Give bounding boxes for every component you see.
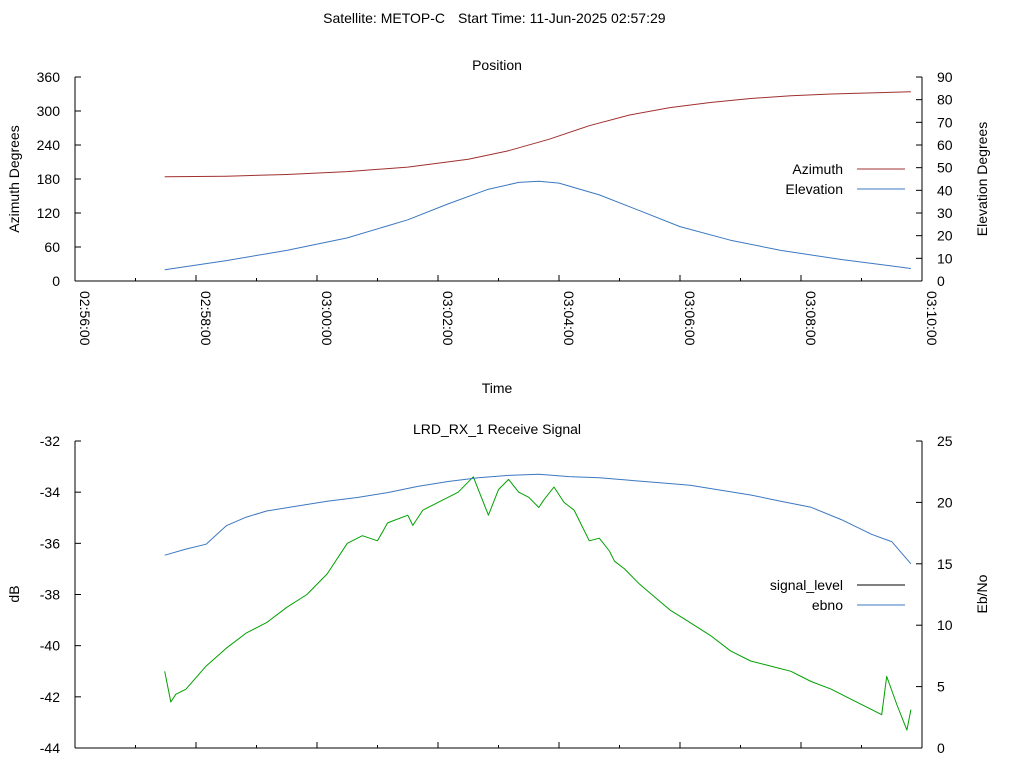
y-tick-label: -44 xyxy=(40,740,60,756)
y2-tick-label: 15 xyxy=(937,556,953,572)
y2-tick-label: 10 xyxy=(937,617,953,633)
y-tick-label: 180 xyxy=(37,171,61,187)
x-tick-label: 03:00:00 xyxy=(319,291,335,346)
y-tick-label: -42 xyxy=(40,689,60,705)
x-tick-label: 03:02:00 xyxy=(440,291,456,346)
y-tick-label: 240 xyxy=(37,137,61,153)
y2-tick-label: 0 xyxy=(937,740,945,756)
y-tick-label: 60 xyxy=(44,239,60,255)
y2-tick-label: 5 xyxy=(937,679,945,695)
legend-label-Azimuth: Azimuth xyxy=(792,161,843,177)
series-Azimuth xyxy=(164,91,911,178)
y-tick-label: -32 xyxy=(40,433,60,449)
y2-tick-label: 50 xyxy=(937,160,953,176)
x-tick-label: 03:08:00 xyxy=(803,291,819,346)
satellite-label: Satellite: METOP-C xyxy=(323,10,445,26)
y-tick-label: 120 xyxy=(37,205,61,221)
y2-tick-label: 60 xyxy=(937,137,953,153)
y-tick-label: -40 xyxy=(40,638,60,654)
series-ebno xyxy=(164,473,912,565)
position-plot: Position Time Azimuth Degrees Elevation … xyxy=(6,57,990,396)
y2-tick-label: 20 xyxy=(937,228,953,244)
y2-tick-label: 80 xyxy=(937,92,953,108)
ebno-axis-label: Eb/No xyxy=(974,574,990,613)
x-tick-label: 02:56:00 xyxy=(77,291,93,346)
series-Elevation xyxy=(164,180,911,271)
y2-tick-label: 10 xyxy=(937,250,953,266)
x-tick-label: 02:58:00 xyxy=(198,291,214,346)
y2-tick-label: 25 xyxy=(937,433,953,449)
signal-title: LRD_RX_1 Receive Signal xyxy=(413,421,581,437)
receive-signal-plot: LRD_RX_1 Receive Signal dB Eb/No -44 -42 -… xyxy=(6,421,990,756)
y2-tick-label: 40 xyxy=(937,182,953,198)
elevation-axis-label: Elevation Degrees xyxy=(974,122,990,236)
position-title: Position xyxy=(472,57,522,73)
y2-tick-label: 70 xyxy=(937,114,953,130)
x-tick-label: 03:10:00 xyxy=(924,291,940,346)
legend-label-Elevation: Elevation xyxy=(785,181,843,197)
start-time-label: Start Time: 11-Jun-2025 02:57:29 xyxy=(458,10,666,26)
azimuth-axis-label: Azimuth Degrees xyxy=(6,125,22,232)
y-tick-label: 300 xyxy=(37,103,61,119)
y2-tick-label: 90 xyxy=(937,69,953,85)
y-tick-label: -34 xyxy=(40,484,60,500)
y2-tick-label: 0 xyxy=(937,273,945,289)
series-signal_level xyxy=(164,476,912,731)
y2-tick-label: 20 xyxy=(937,494,953,510)
legend-label-signal_level: signal_level xyxy=(770,577,843,593)
db-axis-label: dB xyxy=(6,585,22,602)
y-tick-label: 360 xyxy=(37,69,61,85)
x-tick-label: 03:06:00 xyxy=(682,291,698,346)
position-x-label: Time xyxy=(482,380,513,396)
x-tick-label: 03:04:00 xyxy=(561,291,577,346)
y2-tick-label: 30 xyxy=(937,205,953,221)
legend-label-ebno: ebno xyxy=(812,597,843,613)
y-tick-label: -36 xyxy=(40,535,60,551)
y-tick-label: 0 xyxy=(52,273,60,289)
y-tick-label: -38 xyxy=(40,587,60,603)
